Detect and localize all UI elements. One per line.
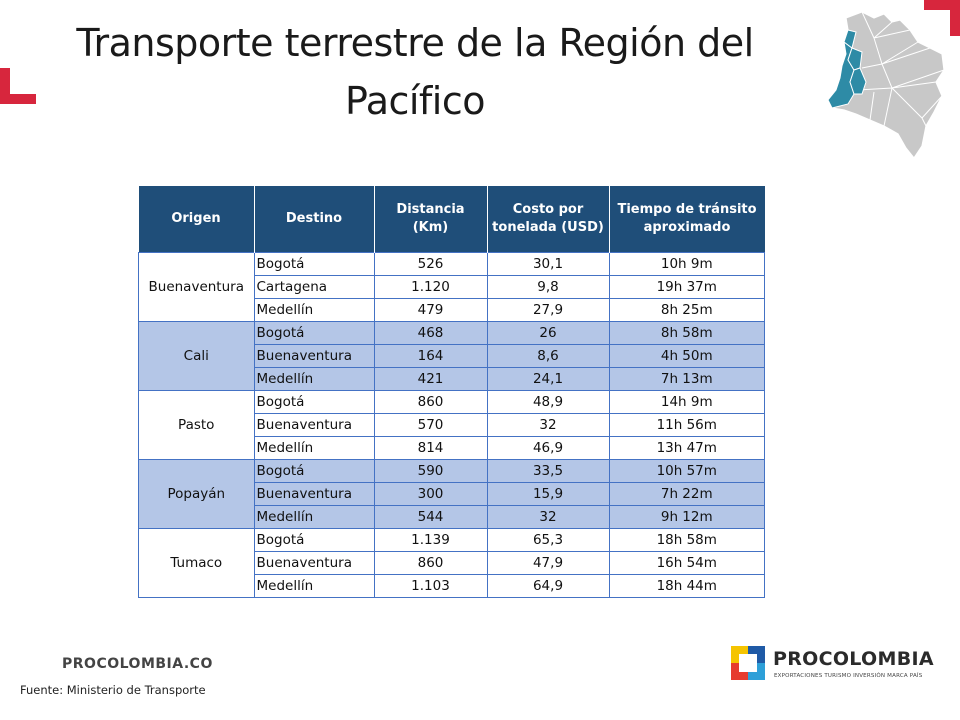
logo-tagline: EXPORTACIONES TURISMO INVERSIÓN MARCA PA… (774, 673, 923, 679)
table-row: Buenaventura 300 15,9 7h 22m (139, 482, 765, 506)
time-cell: 19h 37m (608, 275, 765, 299)
time-cell: 4h 50m (608, 344, 765, 368)
source-note: Fuente: Ministerio de Transporte (20, 683, 206, 697)
cost-cell: 47,9 (486, 551, 610, 575)
colombia-map-icon (827, 11, 945, 160)
time-cell: 13h 47m (608, 436, 765, 460)
dest-cell: Bogotá (253, 390, 375, 414)
table-row: Popayán Bogotá 590 33,5 10h 57m (138, 459, 765, 529)
dest-cell: Buenaventura (253, 413, 375, 437)
origin-cell: Popayán (138, 459, 255, 529)
time-cell: 7h 13m (608, 367, 765, 391)
cost-cell: 32 (486, 505, 610, 529)
page-title: Transporte terrestre de la Región del Pa… (0, 14, 830, 130)
distance-cell: 814 (373, 436, 488, 460)
procolombia-logo: PROCOLOMBIA EXPORTACIONES TURISMO INVERS… (731, 646, 934, 686)
table-row: Cali Bogotá 468 26 8h 58m (138, 321, 765, 391)
origin-cell: Cali (138, 321, 255, 391)
time-cell: 18h 44m (608, 574, 765, 598)
cost-cell: 32 (486, 413, 610, 437)
header-costo: Costo por tonelada (USD) (486, 186, 609, 253)
table-row: Medellín 421 24,1 7h 13m (139, 367, 765, 391)
dest-cell: Cartagena (253, 275, 375, 299)
cost-cell: 64,9 (486, 574, 610, 598)
distance-cell: 526 (373, 252, 488, 276)
cost-cell: 26 (486, 321, 610, 345)
cost-cell: 9,8 (486, 275, 610, 299)
time-cell: 8h 25m (608, 298, 765, 322)
distance-cell: 479 (373, 298, 488, 322)
time-cell: 11h 56m (608, 413, 765, 437)
header-tiempo: Tiempo de tránsito aproximado (608, 186, 765, 253)
time-cell: 7h 22m (608, 482, 765, 506)
time-cell: 8h 58m (608, 321, 765, 345)
distance-cell: 421 (373, 367, 488, 391)
distance-cell: 1.120 (373, 275, 488, 299)
dest-cell: Medellín (253, 574, 375, 598)
cost-cell: 65,3 (486, 528, 610, 552)
cost-cell: 33,5 (486, 459, 610, 483)
corner-bracket-left-decoration (0, 68, 36, 104)
distance-cell: 544 (373, 505, 488, 529)
time-cell: 10h 9m (608, 252, 765, 276)
table-header-row: Origen Destino Distancia (Km) Costo por to… (138, 186, 765, 253)
time-cell: 9h 12m (608, 505, 765, 529)
distance-cell: 570 (373, 413, 488, 437)
distance-cell: 1.103 (373, 574, 488, 598)
table-row: Pasto Bogotá 860 48,9 14h 9m (138, 390, 765, 460)
dest-cell: Medellín (253, 436, 375, 460)
logo-name: PROCOLOMBIA (773, 648, 934, 670)
cost-cell: 30,1 (486, 252, 610, 276)
table-row: Tumaco Bogotá 1.139 65,3 18h 58m (138, 528, 765, 598)
time-cell: 14h 9m (608, 390, 765, 414)
distance-cell: 590 (373, 459, 488, 483)
time-cell: 18h 58m (608, 528, 765, 552)
dest-cell: Medellín (253, 367, 375, 391)
origin-cell: Buenaventura (138, 252, 255, 322)
cost-cell: 48,9 (486, 390, 610, 414)
dest-cell: Medellín (253, 505, 375, 529)
page-title-line-1: Transporte terrestre de la Región del (76, 21, 754, 65)
dest-cell: Bogotá (253, 321, 375, 345)
transport-table: Origen Destino Distancia (Km) Costo por to… (138, 186, 765, 598)
cost-cell: 24,1 (486, 367, 610, 391)
table-row: Medellín 544 32 9h 12m (139, 505, 765, 529)
page-title-line-2: Pacífico (344, 79, 486, 123)
time-cell: 10h 57m (608, 459, 765, 483)
corner-bracket-right-decoration (924, 0, 960, 36)
time-cell: 16h 54m (608, 551, 765, 575)
dest-cell: Bogotá (253, 459, 375, 483)
cost-cell: 46,9 (486, 436, 610, 460)
origin-cell: Tumaco (138, 528, 255, 598)
origin-cell: Pasto (138, 390, 255, 460)
table-row: Medellín 814 46,9 13h 47m (139, 436, 765, 460)
dest-cell: Medellín (253, 298, 375, 322)
distance-cell: 468 (373, 321, 488, 345)
table-row: Medellín 1.103 64,9 18h 44m (139, 574, 765, 598)
distance-cell: 860 (373, 390, 488, 414)
procolombia-logo-mark-icon (731, 646, 765, 680)
cost-cell: 8,6 (486, 344, 610, 368)
distance-cell: 860 (373, 551, 488, 575)
table-row: Buenaventura Bogotá 526 30,1 10h 9m (138, 252, 765, 322)
dest-cell: Buenaventura (253, 344, 375, 368)
distance-cell: 300 (373, 482, 488, 506)
header-origen: Origen (138, 186, 254, 253)
cost-cell: 15,9 (486, 482, 610, 506)
dest-cell: Buenaventura (253, 551, 375, 575)
dest-cell: Bogotá (253, 528, 375, 552)
cost-cell: 27,9 (486, 298, 610, 322)
distance-cell: 164 (373, 344, 488, 368)
header-destino: Destino (253, 186, 374, 253)
distance-cell: 1.139 (373, 528, 488, 552)
header-distancia: Distancia (Km) (373, 186, 487, 253)
dest-cell: Buenaventura (253, 482, 375, 506)
footer-brand-url: PROCOLOMBIA.CO (62, 656, 213, 672)
dest-cell: Bogotá (253, 252, 375, 276)
